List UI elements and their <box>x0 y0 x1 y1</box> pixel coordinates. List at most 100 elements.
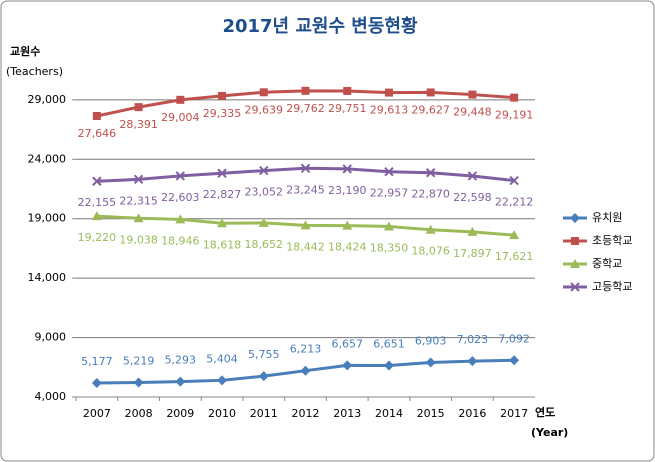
marker <box>175 171 186 181</box>
data-label: 6,657 <box>331 337 363 350</box>
data-label: 6,651 <box>373 337 405 350</box>
data-label: 7,023 <box>457 333 489 346</box>
marker <box>258 371 269 382</box>
marker <box>425 224 436 234</box>
data-label: 19,220 <box>78 231 117 244</box>
data-label: 18,076 <box>411 245 450 258</box>
marker <box>175 376 186 387</box>
data-label: 18,618 <box>203 238 242 251</box>
data-label: 29,335 <box>203 107 242 120</box>
marker <box>92 176 102 186</box>
x-axis-label: 연도 <box>535 405 555 419</box>
marker <box>134 103 143 112</box>
data-label: 29,751 <box>328 102 367 115</box>
marker <box>467 356 478 367</box>
x-tick-label: 2017 <box>500 407 528 420</box>
legend-marker <box>571 237 579 245</box>
marker <box>468 90 477 99</box>
data-label: 22,827 <box>203 188 242 201</box>
x-tick-label: 2008 <box>125 407 153 420</box>
marker <box>467 226 478 236</box>
x-tick-label: 2016 <box>458 407 486 420</box>
data-label: 17,621 <box>495 250 534 263</box>
data-label: 29,191 <box>495 109 534 122</box>
marker <box>133 174 144 185</box>
data-label: 29,448 <box>453 106 492 119</box>
marker <box>384 88 393 97</box>
data-label: 22,603 <box>161 191 200 204</box>
marker <box>175 214 186 224</box>
x-tick-label: 2010 <box>208 407 236 420</box>
y-tick-label: 19,000 <box>28 212 67 225</box>
y-tick-label: 29,000 <box>28 93 67 106</box>
data-label: 22,870 <box>411 188 450 201</box>
marker <box>133 377 144 388</box>
data-label: 5,177 <box>81 355 113 368</box>
marker <box>217 168 227 178</box>
marker <box>259 88 268 97</box>
x-tick-label: 2013 <box>333 407 361 420</box>
data-label: 23,190 <box>328 184 367 197</box>
marker <box>300 365 311 376</box>
marker <box>343 86 352 95</box>
data-label: 23,052 <box>245 186 284 199</box>
data-label: 29,613 <box>370 104 409 117</box>
marker <box>509 175 519 186</box>
data-label: 5,755 <box>248 348 280 361</box>
marker <box>342 164 352 174</box>
y-tick-label: 14,000 <box>28 271 67 284</box>
marker <box>510 93 519 102</box>
marker <box>383 221 394 231</box>
data-label: 5,293 <box>165 354 197 367</box>
x-tick-label: 2014 <box>375 407 403 420</box>
x-tick-label: 2007 <box>83 407 111 420</box>
data-label: 19,038 <box>119 233 158 246</box>
marker <box>467 171 478 181</box>
data-label: 18,424 <box>328 241 367 254</box>
marker <box>342 220 353 230</box>
marker <box>426 88 435 97</box>
marker <box>176 95 185 104</box>
y-axis-label: 교원수 <box>10 44 40 58</box>
legend-label: 유치원 <box>592 211 622 224</box>
legend-marker <box>570 282 580 292</box>
data-label: 18,946 <box>161 234 200 247</box>
y-axis-sublabel: (Teachers) <box>6 65 63 78</box>
marker <box>509 355 520 366</box>
data-label: 29,627 <box>411 103 450 116</box>
data-label: 22,598 <box>453 191 492 204</box>
marker <box>509 230 520 240</box>
marker <box>217 218 228 228</box>
data-label: 18,350 <box>370 241 409 254</box>
data-label: 18,442 <box>286 240 325 253</box>
data-label: 18,652 <box>245 238 284 251</box>
data-label: 22,957 <box>370 187 409 200</box>
marker <box>342 360 353 371</box>
marker <box>300 220 311 230</box>
marker <box>133 213 144 223</box>
marker <box>425 357 436 368</box>
legend-marker <box>570 213 580 223</box>
data-label: 17,897 <box>453 247 492 260</box>
data-label: 5,404 <box>206 352 238 365</box>
marker <box>383 360 394 371</box>
data-label: 22,315 <box>119 194 158 207</box>
data-label: 7,092 <box>498 332 530 345</box>
marker <box>259 165 269 176</box>
chart-title: 2017년 교원수 변동현황 <box>222 16 418 37</box>
y-tick-label: 9,000 <box>35 331 67 344</box>
marker <box>384 166 394 177</box>
data-label: 29,639 <box>245 103 284 116</box>
x-axis-sublabel: (Year) <box>531 426 568 439</box>
marker <box>218 91 227 100</box>
legend-label: 초등학교 <box>592 234 632 247</box>
marker <box>91 211 102 221</box>
y-tick-label: 4,000 <box>35 390 67 403</box>
legend-marker <box>570 259 580 268</box>
data-label: 22,212 <box>495 196 534 209</box>
data-label: 22,155 <box>78 196 117 209</box>
data-label: 6,903 <box>415 334 447 347</box>
marker <box>92 111 101 120</box>
x-tick-label: 2012 <box>292 407 320 420</box>
